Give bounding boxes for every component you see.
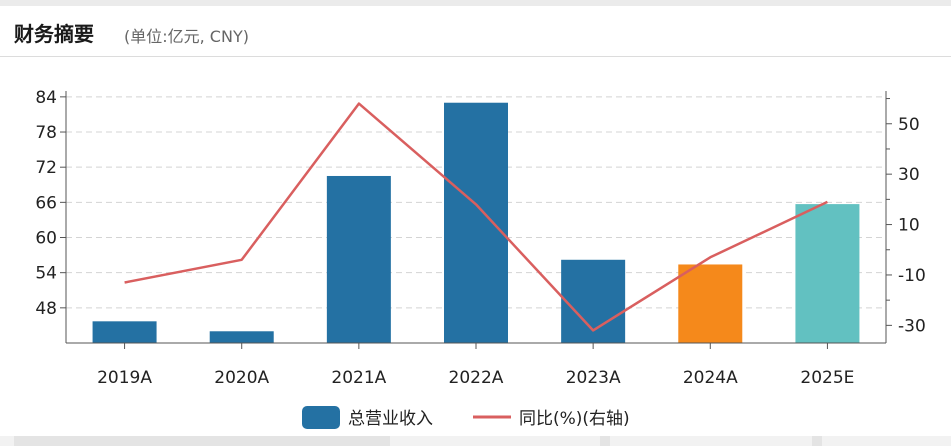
x-tick-label: 2024A bbox=[683, 368, 738, 388]
growth-line bbox=[124, 102, 828, 332]
bar-2020A bbox=[209, 331, 274, 343]
left-tick-label: 48 bbox=[35, 299, 57, 319]
legend-label-revenue: 总营业收入 bbox=[348, 409, 433, 429]
x-tick-label: 2021A bbox=[331, 368, 386, 388]
bottom-strip bbox=[0, 436, 951, 446]
bar-2022A bbox=[444, 102, 508, 343]
left-tick-label: 78 bbox=[35, 123, 57, 143]
legend-swatch-revenue bbox=[302, 406, 340, 429]
panel-subtitle: (单位:亿元, CNY) bbox=[124, 27, 249, 46]
bar-2019A bbox=[92, 321, 157, 343]
x-tick-label: 2019A bbox=[97, 368, 152, 388]
left-tick-label: 66 bbox=[35, 193, 57, 213]
right-tick-label: -10 bbox=[898, 266, 926, 286]
x-tick-label: 2025E bbox=[800, 368, 854, 388]
left-tick-label: 72 bbox=[35, 158, 57, 178]
panel-title: 财务摘要 bbox=[14, 22, 94, 46]
x-tick-label: 2020A bbox=[214, 368, 269, 388]
x-tick-label: 2023A bbox=[566, 368, 621, 388]
left-tick-label: 54 bbox=[35, 264, 57, 284]
left-tick-label: 60 bbox=[35, 229, 57, 249]
panel-header: 财务摘要 (单位:亿元, CNY) bbox=[0, 6, 951, 57]
legend-label-growth: 同比(%)(右轴) bbox=[519, 409, 630, 429]
right-tick-label: 10 bbox=[898, 216, 920, 236]
bar-2021A bbox=[326, 175, 391, 343]
left-tick-label: 84 bbox=[35, 88, 57, 108]
x-tick-label: 2022A bbox=[449, 368, 504, 388]
bar-2025E bbox=[795, 204, 860, 343]
bar-2024A bbox=[678, 264, 743, 343]
right-tick-label: 50 bbox=[898, 115, 920, 135]
right-tick-label: 30 bbox=[898, 165, 920, 185]
right-tick-label: -30 bbox=[898, 316, 926, 336]
top-strip bbox=[0, 0, 951, 6]
